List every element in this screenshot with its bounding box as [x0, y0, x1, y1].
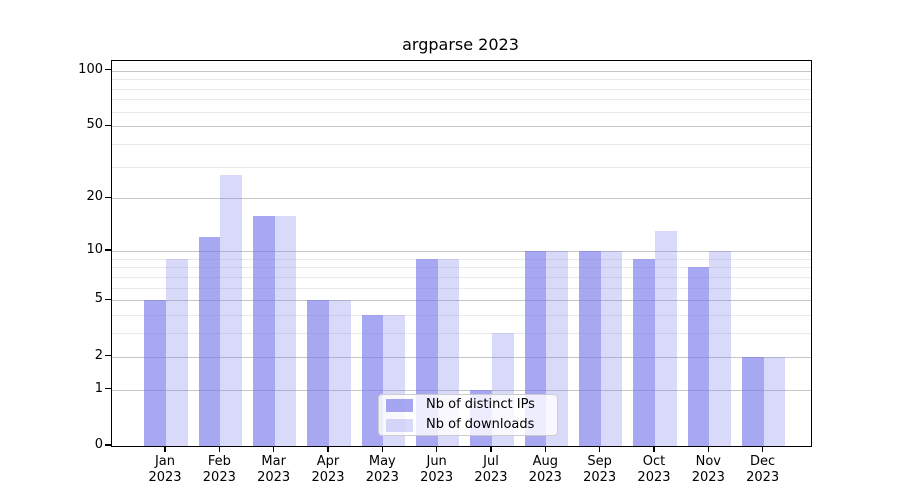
y-tick-label: 1	[94, 380, 103, 396]
gridline-minor	[112, 79, 811, 81]
gridline-minor	[112, 99, 811, 101]
y-tick-label: 100	[78, 61, 103, 77]
x-tick-mark	[218, 446, 221, 452]
x-tick-mark	[490, 446, 492, 452]
x-tick-label-apr: Apr 2023	[311, 454, 345, 485]
gridline-minor	[112, 276, 811, 278]
x-tick-label-dec: Dec 2023	[746, 454, 780, 485]
gridline-minor	[112, 287, 811, 289]
gridline-major	[112, 356, 811, 358]
gridline-minor	[112, 144, 811, 146]
x-tick-label-jan: Jan 2023	[148, 454, 182, 485]
legend-label-downloads: Nb of downloads	[426, 417, 535, 432]
x-tick-label-feb: Feb 2023	[202, 454, 236, 485]
gridline-minor	[112, 267, 811, 269]
gridline-minor	[112, 88, 811, 90]
y-tick-mark	[105, 69, 111, 71]
gridline-major	[112, 300, 811, 302]
x-tick-label-nov: Nov 2023	[691, 454, 725, 485]
downloads-bar-nov	[709, 251, 731, 446]
x-tick-label-aug: Aug 2023	[528, 454, 562, 485]
legend-entry-distinct-ips: Nb of distinct IPs	[386, 398, 549, 412]
legend: Nb of distinct IPs Nb of downloads	[378, 394, 558, 436]
y-tick-label: 0	[94, 437, 103, 452]
downloads-bar-apr	[328, 300, 351, 446]
legend-swatch-downloads-icon	[386, 418, 413, 432]
y-tick-mark	[105, 354, 111, 357]
y-tick-mark	[105, 298, 111, 301]
downloads-bar-oct	[654, 231, 677, 446]
downloads-bar-jan	[166, 258, 188, 446]
y-tick-label: 20	[86, 189, 103, 205]
y-tick-label: 5	[94, 291, 103, 307]
x-tick-mark	[598, 446, 601, 452]
chart-title: argparse 2023	[402, 35, 519, 54]
ips-bar-nov	[687, 267, 710, 446]
gridline-major	[112, 389, 811, 391]
downloads-bar-feb	[220, 175, 243, 446]
x-tick-mark	[544, 446, 546, 452]
y-tick-mark	[105, 196, 111, 199]
y-tick-mark	[105, 387, 111, 390]
y-tick-label: 50	[86, 117, 103, 133]
plot-area: Nb of distinct IPs Nb of downloads	[111, 60, 812, 447]
gridline-minor	[112, 333, 811, 335]
x-tick-label-jun: Jun 2023	[420, 454, 454, 485]
gridline-major	[112, 126, 811, 128]
x-tick-mark	[164, 446, 166, 452]
gridline-major	[112, 70, 811, 72]
y-tick-mark	[105, 444, 111, 446]
y-tick-label: 10	[86, 242, 103, 258]
gridline-minor	[112, 315, 811, 317]
gridline-major	[112, 198, 811, 200]
y-tick-mark	[105, 249, 111, 251]
legend-entry-downloads: Nb of downloads	[386, 418, 549, 432]
x-tick-label-mar: Mar 2023	[257, 454, 291, 485]
x-tick-mark	[761, 446, 764, 452]
ips-bar-sep	[578, 251, 601, 446]
downloads-bar-dec	[763, 356, 786, 446]
ips-bar-apr	[307, 300, 329, 446]
x-tick-mark	[653, 446, 655, 452]
downloads-bar-sep	[600, 251, 623, 446]
ips-bar-may	[361, 315, 384, 446]
gridline-major	[112, 251, 811, 253]
downloads-bar-mar	[274, 215, 297, 446]
ips-bar-jan	[144, 300, 166, 446]
x-tick-mark	[707, 446, 709, 452]
x-tick-mark	[435, 446, 438, 452]
ips-bar-dec	[741, 356, 764, 446]
x-tick-label-oct: Oct 2023	[637, 454, 671, 485]
x-tick-mark	[381, 446, 383, 452]
ips-bar-mar	[252, 215, 275, 446]
x-tick-label-sep: Sep 2023	[583, 454, 617, 485]
legend-label-distinct-ips: Nb of distinct IPs	[426, 397, 535, 412]
gridline-minor	[112, 166, 811, 168]
ips-bar-feb	[198, 237, 221, 446]
x-tick-label-jul: Jul 2023	[474, 454, 508, 485]
y-tick-mark	[105, 124, 111, 127]
x-tick-mark	[327, 446, 329, 452]
gridline-minor	[112, 258, 811, 260]
y-tick-label: 2	[94, 347, 103, 363]
ips-bar-oct	[633, 258, 655, 446]
legend-swatch-ips-icon	[386, 398, 413, 412]
gridline-minor	[112, 111, 811, 113]
x-tick-mark	[272, 446, 275, 452]
x-tick-label-may: May 2023	[365, 454, 399, 485]
